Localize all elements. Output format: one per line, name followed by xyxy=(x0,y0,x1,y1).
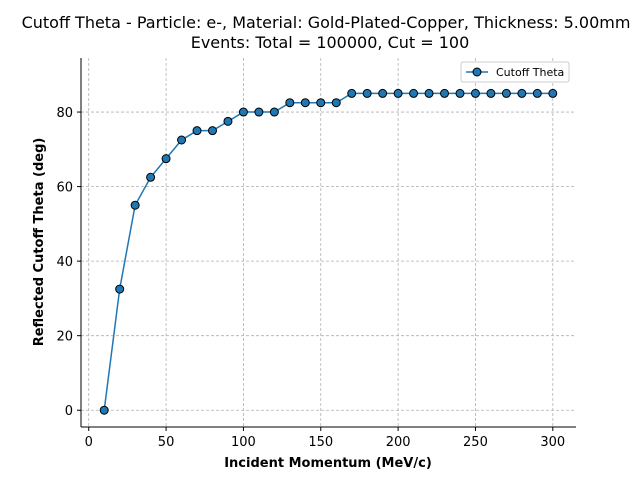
data-point xyxy=(470,88,480,98)
x-tick-label: 200 xyxy=(386,435,411,450)
x-axis-label: Incident Momentum (MeV/c) xyxy=(224,456,432,471)
legend: Cutoff Theta xyxy=(460,61,570,83)
data-point xyxy=(223,116,233,126)
data-point xyxy=(393,88,403,98)
data-point xyxy=(409,88,419,98)
data-point xyxy=(207,126,217,136)
y-tick-label: 40 xyxy=(56,255,73,270)
data-point xyxy=(238,107,248,117)
x-tick-label: 150 xyxy=(308,435,333,450)
y-tick-label: 0 xyxy=(65,404,73,419)
y-tick-label: 20 xyxy=(56,330,73,345)
grid xyxy=(81,58,576,427)
x-tick-label: 300 xyxy=(540,435,565,450)
series-line xyxy=(103,92,553,411)
data-point xyxy=(501,88,511,98)
data-point xyxy=(161,154,171,164)
chart-subtitle: Events: Total = 100000, Cut = 100 xyxy=(191,33,470,52)
data-point xyxy=(455,88,465,98)
legend-marker xyxy=(472,67,482,77)
x-tick-label: 0 xyxy=(85,435,93,450)
data-point xyxy=(115,284,125,294)
y-axis-label: Reflected Cutoff Theta (deg) xyxy=(32,138,47,347)
data-point xyxy=(424,88,434,98)
y-tick-label: 60 xyxy=(56,181,73,196)
data-point xyxy=(362,88,372,98)
data-point xyxy=(269,107,279,117)
legend-label: Cutoff Theta xyxy=(496,66,564,79)
data-point xyxy=(331,98,341,108)
axis-ticks: 0 50 100 150 200 250 300 0 20 40 60 80 xyxy=(56,106,565,450)
data-point xyxy=(146,172,156,182)
data-point xyxy=(347,88,357,98)
series-cutoff-theta xyxy=(99,88,558,415)
x-tick-label: 100 xyxy=(231,435,256,450)
x-tick-label: 250 xyxy=(463,435,488,450)
chart-title: Cutoff Theta - Particle: e-, Material: G… xyxy=(22,13,631,32)
data-point xyxy=(300,98,310,108)
data-point xyxy=(177,135,187,145)
x-tick-label: 50 xyxy=(158,435,175,450)
legend-box xyxy=(460,61,570,83)
data-point xyxy=(254,107,264,117)
y-tick-label: 80 xyxy=(56,106,73,121)
data-point xyxy=(316,98,326,108)
data-point xyxy=(532,88,542,98)
data-point xyxy=(517,88,527,98)
data-point xyxy=(548,88,558,98)
data-point xyxy=(130,200,140,210)
data-point xyxy=(440,88,450,98)
data-point xyxy=(378,88,388,98)
data-point xyxy=(285,98,295,108)
data-point xyxy=(99,405,109,415)
data-point xyxy=(486,88,496,98)
data-point xyxy=(192,126,202,136)
